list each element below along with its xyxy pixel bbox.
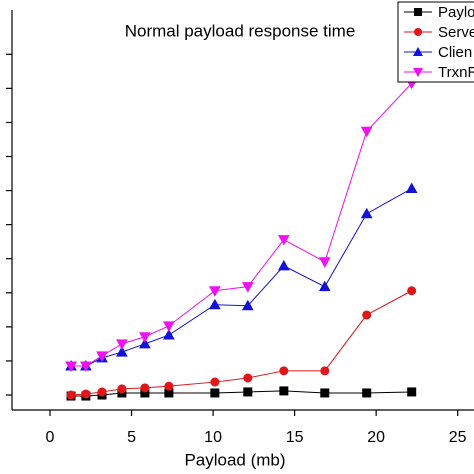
- x-axis-label: Payload (mb): [184, 450, 285, 469]
- legend-label: Paylo: [438, 4, 474, 21]
- marker: [164, 381, 174, 391]
- marker: [139, 332, 151, 343]
- marker: [139, 337, 151, 349]
- marker: [278, 259, 290, 271]
- legend-marker: [414, 28, 422, 36]
- x-tick-label: 20: [367, 429, 385, 446]
- marker: [407, 387, 417, 397]
- marker: [96, 351, 108, 362]
- legend-label: TrxnR: [438, 64, 474, 81]
- marker: [362, 388, 372, 398]
- x-tick-label: 0: [46, 429, 55, 446]
- marker: [318, 257, 331, 268]
- marker: [116, 339, 128, 350]
- x-tick-label: 5: [127, 429, 136, 446]
- marker: [362, 310, 372, 320]
- marker: [405, 182, 418, 194]
- x-tick-label: 10: [204, 429, 222, 446]
- marker: [407, 286, 417, 296]
- marker: [116, 346, 128, 357]
- legend-marker: [413, 47, 423, 56]
- x-tick-label: 15: [286, 429, 304, 446]
- marker: [279, 386, 289, 396]
- marker: [97, 387, 107, 397]
- marker: [163, 329, 175, 340]
- marker: [210, 388, 220, 398]
- marker: [278, 235, 290, 246]
- marker: [80, 361, 92, 373]
- legend-marker: [413, 68, 423, 77]
- marker: [360, 126, 373, 138]
- marker: [210, 377, 220, 387]
- marker: [209, 286, 221, 297]
- legend-box: [397, 1, 474, 83]
- marker: [243, 373, 253, 383]
- legend-label: Clien: [438, 44, 472, 61]
- marker: [360, 207, 373, 219]
- marker: [117, 384, 127, 394]
- marker: [209, 298, 221, 310]
- marker: [140, 383, 150, 393]
- marker: [65, 361, 77, 373]
- x-tick-label: 25: [449, 429, 467, 446]
- marker: [279, 366, 289, 376]
- series-line: [71, 82, 413, 367]
- marker: [318, 280, 331, 292]
- marker: [66, 390, 76, 400]
- legend-label: Serve: [438, 24, 474, 41]
- chart-title: Normal payload response time: [125, 21, 356, 40]
- marker: [81, 389, 91, 399]
- marker: [243, 387, 253, 397]
- marker: [320, 366, 330, 376]
- marker: [163, 321, 175, 332]
- marker: [241, 282, 254, 293]
- marker: [241, 299, 254, 311]
- marker: [320, 388, 330, 398]
- legend-marker: [414, 8, 422, 16]
